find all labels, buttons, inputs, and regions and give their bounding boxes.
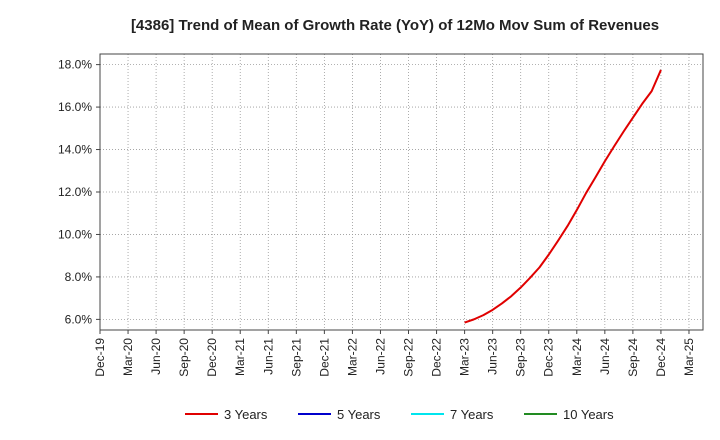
x-tick-label: Sep-24 [626,338,640,377]
x-tick-label: Sep-22 [402,338,416,377]
y-tick-label: 16.0% [58,100,92,114]
x-tick-label: Jun-23 [486,338,500,375]
legend-item-10-years: 10 Years [524,407,614,422]
x-tick-label: Jun-21 [261,338,275,375]
y-tick-label: 18.0% [58,58,92,72]
chart-title: [4386] Trend of Mean of Growth Rate (YoY… [131,17,659,34]
y-tick-label: 6.0% [65,312,93,326]
x-tick-label: Dec-22 [430,338,444,377]
x-tick-label: Dec-23 [542,338,556,377]
legend-label: 3 Years [224,407,268,422]
y-tick-label: 8.0% [65,270,93,284]
y-axis-ticks: 6.0% 8.0% 10.0% 12.0% 14.0% 16.0% 18.0% [58,58,100,326]
x-tick-label: Dec-20 [205,338,219,377]
x-tick-label: Sep-21 [289,338,303,377]
x-tick-label: Jun-22 [373,338,387,375]
x-tick-label: Sep-20 [177,338,191,377]
x-tick-label: Dec-24 [654,338,668,377]
x-tick-label: Mar-20 [121,338,135,376]
x-tick-label: Jun-20 [149,338,163,375]
y-tick-label: 10.0% [58,227,92,241]
legend-label: 7 Years [450,407,494,422]
x-tick-label: Dec-19 [93,338,107,377]
x-tick-label: Mar-23 [458,338,472,376]
legend-item-3-years: 3 Years [185,407,268,422]
grid-lines [99,54,703,330]
series-layer [464,69,662,324]
legend-item-5-years: 5 Years [298,407,381,422]
x-tick-label: Dec-21 [317,338,331,377]
y-tick-label: 12.0% [58,185,92,199]
x-axis-ticks: Dec-19 Mar-20 Jun-20 Sep-20 Dec-20 Mar-21 Jun-… [93,330,696,377]
legend-label: 5 Years [337,407,381,422]
x-tick-label: Mar-21 [233,338,247,376]
legend: 3 Years 5 Years 7 Years 10 Years [185,407,614,422]
x-tick-label: Mar-24 [570,338,584,376]
x-tick-label: Mar-25 [682,338,696,376]
x-tick-label: Sep-23 [514,338,528,377]
legend-item-7-years: 7 Years [411,407,494,422]
x-tick-label: Jun-24 [598,338,612,375]
y-tick-label: 14.0% [58,143,92,157]
x-tick-label: Mar-22 [345,338,359,376]
legend-label: 10 Years [563,407,614,422]
series-line-3-years [464,69,662,324]
